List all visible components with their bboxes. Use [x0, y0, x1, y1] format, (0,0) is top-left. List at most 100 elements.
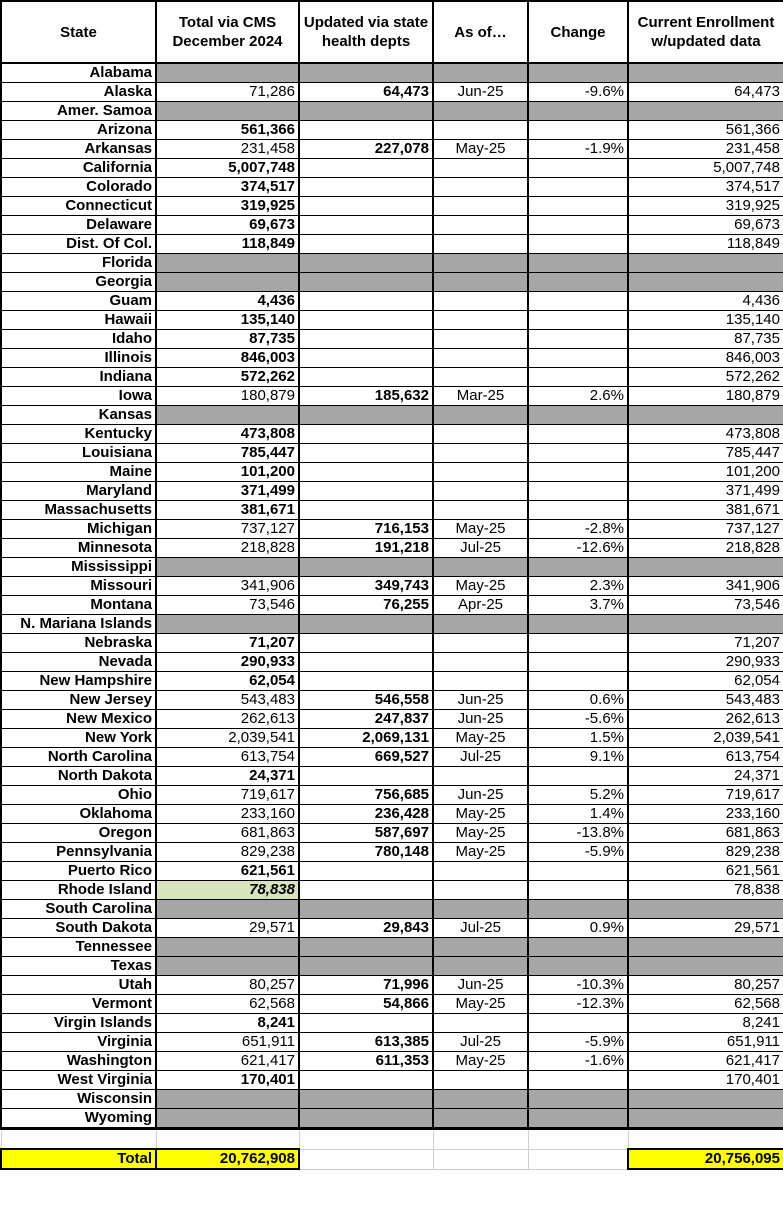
updated-cell[interactable]: 669,527: [298, 747, 434, 767]
as-of-cell[interactable]: Jul-25: [432, 918, 529, 938]
cms-total-cell[interactable]: [155, 557, 300, 577]
state-cell[interactable]: Texas: [0, 956, 157, 976]
state-cell[interactable]: North Dakota: [0, 766, 157, 786]
updated-cell[interactable]: [298, 899, 434, 919]
state-cell[interactable]: Guam: [0, 291, 157, 311]
current-enrollment-cell[interactable]: [627, 614, 783, 634]
current-enrollment-cell[interactable]: 78,838: [627, 880, 783, 900]
state-cell[interactable]: Idaho: [0, 329, 157, 349]
state-cell[interactable]: Washington: [0, 1051, 157, 1071]
current-enrollment-cell[interactable]: 180,879: [627, 386, 783, 406]
change-cell[interactable]: [527, 880, 629, 900]
cms-total-cell[interactable]: [155, 1089, 300, 1109]
change-cell[interactable]: [527, 1013, 629, 1033]
state-cell[interactable]: South Dakota: [0, 918, 157, 938]
current-enrollment-cell[interactable]: 561,366: [627, 120, 783, 140]
as-of-cell[interactable]: Jun-25: [432, 709, 529, 729]
change-cell[interactable]: [527, 861, 629, 881]
cms-total-cell[interactable]: 829,238: [155, 842, 300, 862]
current-enrollment-cell[interactable]: [627, 272, 783, 292]
updated-cell[interactable]: [298, 367, 434, 387]
state-cell[interactable]: Mississippi: [0, 557, 157, 577]
current-enrollment-cell[interactable]: 80,257: [627, 975, 783, 995]
current-enrollment-cell[interactable]: 2,039,541: [627, 728, 783, 748]
state-cell[interactable]: Puerto Rico: [0, 861, 157, 881]
cms-total-cell[interactable]: [155, 253, 300, 273]
state-cell[interactable]: Rhode Island: [0, 880, 157, 900]
state-cell[interactable]: West Virginia: [0, 1070, 157, 1090]
change-cell[interactable]: [527, 481, 629, 501]
change-cell[interactable]: -5.9%: [527, 1032, 629, 1052]
change-cell[interactable]: -12.6%: [527, 538, 629, 558]
cms-total-cell[interactable]: [155, 956, 300, 976]
change-cell[interactable]: -1.9%: [527, 139, 629, 159]
current-enrollment-cell[interactable]: 572,262: [627, 367, 783, 387]
change-cell[interactable]: [527, 937, 629, 957]
current-enrollment-cell[interactable]: 374,517: [627, 177, 783, 197]
current-enrollment-cell[interactable]: 24,371: [627, 766, 783, 786]
updated-cell[interactable]: 716,153: [298, 519, 434, 539]
state-cell[interactable]: New York: [0, 728, 157, 748]
current-enrollment-cell[interactable]: 371,499: [627, 481, 783, 501]
cms-total-cell[interactable]: 180,879: [155, 386, 300, 406]
change-cell[interactable]: -5.9%: [527, 842, 629, 862]
change-cell[interactable]: 9.1%: [527, 747, 629, 767]
as-of-cell[interactable]: May-25: [432, 994, 529, 1014]
updated-cell[interactable]: [298, 1070, 434, 1090]
updated-cell[interactable]: [298, 348, 434, 368]
updated-cell[interactable]: 29,843: [298, 918, 434, 938]
cms-total-cell[interactable]: 719,617: [155, 785, 300, 805]
cms-total-cell[interactable]: 218,828: [155, 538, 300, 558]
cms-total-cell[interactable]: 62,054: [155, 671, 300, 691]
cms-total-cell[interactable]: 473,808: [155, 424, 300, 444]
total-current[interactable]: 20,756,095: [627, 1148, 783, 1170]
updated-cell[interactable]: [298, 880, 434, 900]
updated-cell[interactable]: 613,385: [298, 1032, 434, 1052]
state-cell[interactable]: Delaware: [0, 215, 157, 235]
updated-cell[interactable]: [298, 481, 434, 501]
as-of-cell[interactable]: [432, 272, 529, 292]
state-cell[interactable]: Hawaii: [0, 310, 157, 330]
cms-total-cell[interactable]: 381,671: [155, 500, 300, 520]
change-cell[interactable]: [527, 899, 629, 919]
total-label[interactable]: Total: [0, 1148, 157, 1170]
change-cell[interactable]: -2.8%: [527, 519, 629, 539]
state-cell[interactable]: Dist. Of Col.: [0, 234, 157, 254]
as-of-cell[interactable]: [432, 177, 529, 197]
state-cell[interactable]: Minnesota: [0, 538, 157, 558]
current-enrollment-cell[interactable]: 651,911: [627, 1032, 783, 1052]
current-enrollment-cell[interactable]: [627, 937, 783, 957]
state-cell[interactable]: Alaska: [0, 82, 157, 102]
state-cell[interactable]: Alabama: [0, 62, 157, 83]
change-cell[interactable]: [527, 62, 629, 83]
cms-total-cell[interactable]: 371,499: [155, 481, 300, 501]
state-cell[interactable]: Nebraska: [0, 633, 157, 653]
cms-total-cell[interactable]: 543,483: [155, 690, 300, 710]
state-cell[interactable]: Wyoming: [0, 1108, 157, 1130]
as-of-cell[interactable]: [432, 671, 529, 691]
current-enrollment-cell[interactable]: 473,808: [627, 424, 783, 444]
change-cell[interactable]: [527, 614, 629, 634]
current-enrollment-cell[interactable]: 621,417: [627, 1051, 783, 1071]
current-enrollment-cell[interactable]: 4,436: [627, 291, 783, 311]
as-of-cell[interactable]: [432, 405, 529, 425]
change-cell[interactable]: -10.3%: [527, 975, 629, 995]
as-of-cell[interactable]: [432, 481, 529, 501]
as-of-cell[interactable]: Jun-25: [432, 975, 529, 995]
cell[interactable]: [627, 1128, 783, 1150]
state-cell[interactable]: Amer. Samoa: [0, 101, 157, 121]
header-current[interactable]: Current Enrollment w/updated data: [627, 0, 783, 64]
current-enrollment-cell[interactable]: 737,127: [627, 519, 783, 539]
updated-cell[interactable]: 54,866: [298, 994, 434, 1014]
change-cell[interactable]: [527, 1070, 629, 1090]
as-of-cell[interactable]: [432, 348, 529, 368]
state-cell[interactable]: South Carolina: [0, 899, 157, 919]
cms-total-cell[interactable]: 73,546: [155, 595, 300, 615]
cms-total-cell[interactable]: 101,200: [155, 462, 300, 482]
cms-total-cell[interactable]: 69,673: [155, 215, 300, 235]
change-cell[interactable]: [527, 329, 629, 349]
change-cell[interactable]: -9.6%: [527, 82, 629, 102]
as-of-cell[interactable]: Jul-25: [432, 1032, 529, 1052]
as-of-cell[interactable]: [432, 880, 529, 900]
change-cell[interactable]: [527, 652, 629, 672]
